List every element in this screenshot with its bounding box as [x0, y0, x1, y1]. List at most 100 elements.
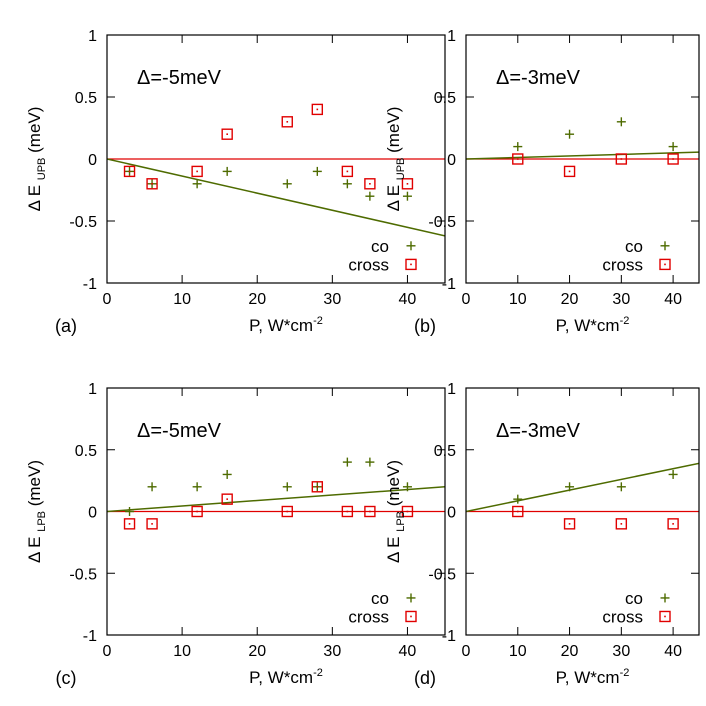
data-point-co [565, 129, 575, 139]
legend-label-co: co [371, 589, 389, 608]
x-tick-label: 10 [509, 291, 527, 308]
legend-marker-co [406, 241, 416, 251]
x-tick-label: 10 [173, 291, 191, 308]
x-tick-label: 0 [462, 291, 471, 308]
panel-label: (c) [56, 668, 77, 688]
data-point-co [565, 482, 575, 492]
data-point-co [342, 179, 352, 189]
data-point-cross [311, 481, 324, 493]
data-point-cross [341, 505, 354, 518]
legend-label-cross: cross [602, 255, 643, 274]
data-point-co [513, 142, 523, 152]
data-point-cross [123, 165, 136, 178]
y-tick-label: -0.5 [428, 566, 456, 583]
legend-label-cross: cross [348, 255, 389, 274]
data-point-co [402, 482, 412, 492]
data-point-co [312, 166, 322, 176]
y-tick-label: 1 [88, 381, 97, 398]
y-tick-label: 0.5 [434, 90, 456, 107]
data-point-co [192, 179, 202, 189]
data-point-co [125, 507, 135, 516]
y-tick-label: -1 [83, 628, 97, 645]
legend-marker-cross [659, 258, 671, 271]
x-axis-label: P, W*cm-2 [556, 315, 630, 335]
x-tick-label: 30 [323, 643, 341, 660]
legend-label-cross: cross [602, 607, 643, 626]
data-point-cross [191, 505, 203, 518]
x-tick-label: 20 [248, 643, 266, 660]
y-tick-label: -1 [83, 276, 97, 293]
y-tick-label: -1 [442, 276, 456, 293]
data-point-co [282, 482, 292, 492]
plot-frame [106, 34, 446, 284]
x-tick-label: 20 [561, 643, 579, 660]
data-point-co [282, 179, 292, 189]
y-tick-label: 0 [447, 505, 456, 522]
x-tick-label: 10 [173, 643, 191, 660]
inset-label: Δ=-3meV [496, 67, 581, 89]
data-point-cross [512, 505, 524, 518]
data-point-cross [667, 153, 679, 165]
data-point-co [222, 469, 232, 479]
y-tick-label: 0.5 [75, 90, 97, 107]
x-tick-label: 20 [248, 291, 266, 308]
legend-label-co: co [371, 237, 389, 256]
data-point-cross [221, 493, 233, 505]
fit-line [466, 462, 699, 513]
y-tick-label: -0.5 [69, 214, 97, 231]
x-tick-label: 40 [664, 291, 682, 308]
data-point-cross [615, 518, 628, 530]
y-tick-label: 0.5 [75, 443, 97, 460]
y-tick-label: -0.5 [428, 214, 456, 231]
y-axis-label: Δ E UPB (meV) [384, 107, 407, 212]
data-point-co [222, 166, 232, 176]
plot-frame [106, 387, 446, 636]
data-point-cross [615, 153, 628, 165]
data-point-cross [146, 518, 158, 530]
y-tick-label: 0 [447, 152, 456, 169]
x-tick-label: 0 [462, 643, 471, 660]
data-point-co [616, 482, 626, 492]
y-tick-label: -1 [442, 628, 456, 645]
data-point-co [342, 457, 352, 467]
inset-label: Δ=-3meV [496, 420, 581, 442]
data-point-co [192, 482, 202, 492]
panel-label: (d) [414, 668, 436, 688]
data-point-cross [281, 116, 293, 128]
legend-marker-co [406, 593, 416, 603]
legend-label-co: co [625, 589, 643, 608]
plot-frame [465, 387, 700, 636]
x-tick-label: 40 [664, 643, 682, 660]
y-axis-label: Δ E LPB (meV) [384, 460, 407, 563]
data-point-cross [667, 518, 679, 530]
data-point-cross [563, 518, 576, 530]
data-point-co [147, 482, 157, 492]
x-axis-label: P, W*cm-2 [249, 315, 323, 335]
y-tick-label: 0 [88, 505, 97, 522]
legend-label-co: co [625, 237, 643, 256]
x-axis-label: P, W*cm-2 [556, 667, 630, 687]
x-tick-label: 30 [612, 643, 630, 660]
fit-line [466, 151, 699, 160]
x-tick-label: 0 [103, 291, 112, 308]
x-tick-label: 0 [103, 643, 112, 660]
legend-marker-co [660, 241, 670, 251]
data-point-co [616, 117, 626, 127]
legend-marker-cross [659, 610, 671, 623]
y-axis-label: Δ E LPB (meV) [25, 460, 48, 563]
x-tick-label: 30 [323, 291, 341, 308]
inset-label: Δ=-5meV [137, 420, 222, 442]
fit-line [107, 158, 445, 237]
data-point-co [513, 494, 523, 504]
x-tick-label: 20 [561, 291, 579, 308]
data-point-cross [281, 505, 293, 518]
data-point-cross [191, 165, 203, 178]
legend-marker-co [660, 593, 670, 603]
y-tick-label: 1 [88, 28, 97, 45]
y-tick-label: 1 [447, 28, 456, 45]
legend-marker-cross [405, 258, 417, 271]
